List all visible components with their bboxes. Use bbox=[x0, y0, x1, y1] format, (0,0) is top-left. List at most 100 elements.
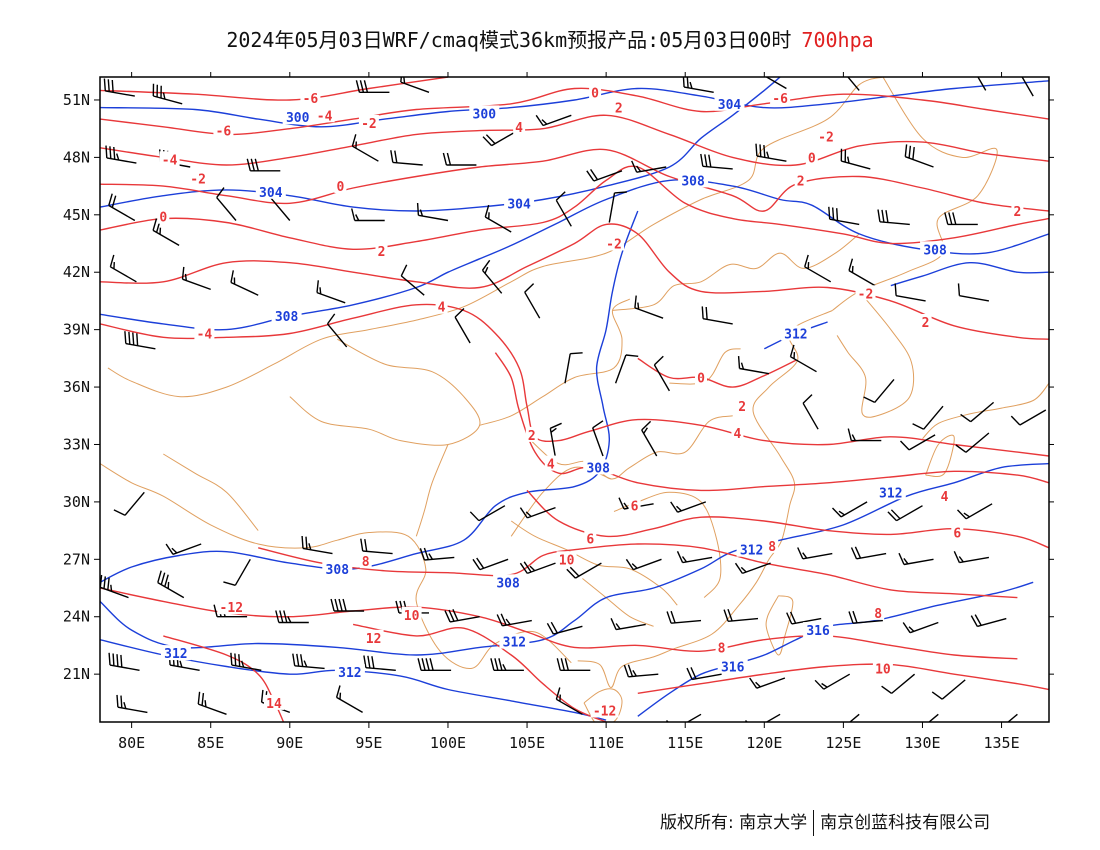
wind-barb-feather bbox=[469, 511, 480, 522]
wind-barb-feather bbox=[912, 147, 915, 160]
height-contour bbox=[100, 639, 607, 721]
wind-barb-feather bbox=[238, 654, 241, 667]
wind-barb-feather bbox=[700, 153, 704, 167]
x-tick-label: 135E bbox=[983, 734, 1019, 752]
wind-barb-feather bbox=[446, 152, 452, 166]
wind-barb-feather bbox=[279, 610, 284, 623]
wind-barb bbox=[1010, 409, 1047, 426]
wind-barb-staff bbox=[502, 619, 532, 627]
wind-barb bbox=[831, 501, 868, 518]
wind-barb-feather bbox=[246, 158, 251, 171]
wind-barb-staff bbox=[756, 677, 786, 689]
wind-barb-feather bbox=[484, 204, 490, 218]
wind-barb-staff bbox=[874, 378, 895, 403]
wind-barb-staff bbox=[653, 364, 671, 392]
wind-barb bbox=[472, 557, 509, 571]
wind-barb-staff bbox=[615, 623, 646, 631]
y-tick-label: 48N bbox=[63, 148, 90, 166]
border-line bbox=[289, 338, 481, 446]
height-contour bbox=[890, 261, 1049, 287]
wind-barb-feather bbox=[614, 191, 627, 194]
height-label: 308 bbox=[681, 174, 705, 189]
wind-barb bbox=[802, 394, 819, 430]
wind-barb-staff bbox=[829, 218, 860, 226]
temperature-label: -12 bbox=[220, 601, 243, 616]
wind-barb-feather bbox=[682, 77, 685, 88]
wind-barb-feather bbox=[103, 78, 106, 91]
wind-barb-feather bbox=[890, 509, 901, 520]
wind-barb-feather bbox=[400, 77, 403, 83]
y-tick-label: 24N bbox=[63, 608, 90, 626]
wind-barb-staff bbox=[106, 157, 137, 164]
y-tick-label: 27N bbox=[63, 550, 90, 568]
wind-barb-feather bbox=[686, 667, 693, 680]
height-label-bg bbox=[469, 105, 500, 121]
temperature-label: 4 bbox=[733, 427, 741, 442]
wind-barb-feather bbox=[334, 598, 339, 612]
wind-barb-feather bbox=[162, 92, 166, 100]
wind-barb bbox=[555, 191, 572, 227]
temperature-label: 2 bbox=[922, 316, 930, 331]
wind-barb-feather bbox=[821, 682, 828, 688]
wind-barb-feather bbox=[960, 413, 972, 423]
x-tick-label: 115E bbox=[667, 734, 703, 752]
wind-barb bbox=[848, 258, 876, 287]
height-label: 300 bbox=[473, 107, 497, 122]
temperature-label-bg bbox=[213, 122, 234, 138]
wind-barb bbox=[814, 673, 851, 690]
temperature-label: 8 bbox=[874, 607, 882, 622]
y-tick-label: 42N bbox=[63, 263, 90, 281]
wind-barb-feather bbox=[403, 77, 406, 84]
wind-barb bbox=[326, 313, 348, 348]
wind-barb-staff bbox=[682, 556, 713, 564]
wind-barb-feather bbox=[287, 616, 292, 623]
wind-barb-staff bbox=[575, 562, 602, 579]
wind-barb-feather bbox=[275, 610, 280, 623]
border-line bbox=[163, 453, 259, 531]
temperature-contour bbox=[494, 352, 1049, 492]
wind-barb-feather bbox=[524, 283, 535, 293]
wind-barb bbox=[444, 609, 480, 623]
wind-barb bbox=[223, 558, 251, 586]
height-label: 312 bbox=[164, 647, 187, 662]
wind-barb bbox=[957, 283, 990, 302]
wind-barb-feather bbox=[1010, 415, 1021, 426]
temperature-label-bg bbox=[300, 90, 321, 106]
wind-barb bbox=[100, 574, 129, 599]
wind-barb bbox=[275, 610, 309, 624]
wind-barb bbox=[847, 77, 860, 91]
height-label-bg bbox=[803, 622, 834, 638]
height-label: 308 bbox=[496, 576, 520, 591]
border-line bbox=[925, 434, 955, 478]
wind-barb-staff bbox=[400, 275, 425, 296]
wind-barb-feather bbox=[213, 604, 218, 617]
wind-barb-feather bbox=[727, 608, 733, 622]
temperature-label-bg bbox=[264, 694, 284, 710]
wind-barb-feather bbox=[555, 687, 561, 700]
wind-barb-feather bbox=[908, 626, 915, 632]
wind-barb-feather bbox=[108, 193, 113, 206]
wind-barb-feather bbox=[254, 158, 259, 171]
x-tick-label: 90E bbox=[276, 734, 303, 752]
wind-barb-feather bbox=[550, 427, 557, 433]
wind-barb-staff bbox=[365, 667, 396, 671]
wind-barb-feather bbox=[363, 80, 369, 93]
wind-barb-feather bbox=[535, 114, 544, 126]
temperature-contour bbox=[258, 543, 1018, 599]
wind-barb-staff bbox=[909, 621, 939, 634]
temperature-label-bg bbox=[590, 702, 619, 718]
wind-barb-feather bbox=[360, 538, 364, 552]
wind-barb bbox=[390, 150, 423, 166]
temperature-label: 2 bbox=[615, 102, 623, 117]
wind-barb bbox=[363, 655, 396, 671]
wind-barb bbox=[899, 434, 936, 451]
wind-barb-staff bbox=[478, 505, 506, 522]
wind-barb bbox=[351, 134, 379, 162]
wind-barb-staff bbox=[564, 353, 571, 384]
wind-barb-staff bbox=[671, 619, 702, 624]
x-tick-label: 110E bbox=[588, 734, 624, 752]
wind-barb-staff bbox=[959, 295, 990, 302]
wind-barb bbox=[216, 187, 237, 221]
wind-barb-staff bbox=[302, 547, 333, 555]
temperature-label-bg bbox=[513, 118, 526, 134]
